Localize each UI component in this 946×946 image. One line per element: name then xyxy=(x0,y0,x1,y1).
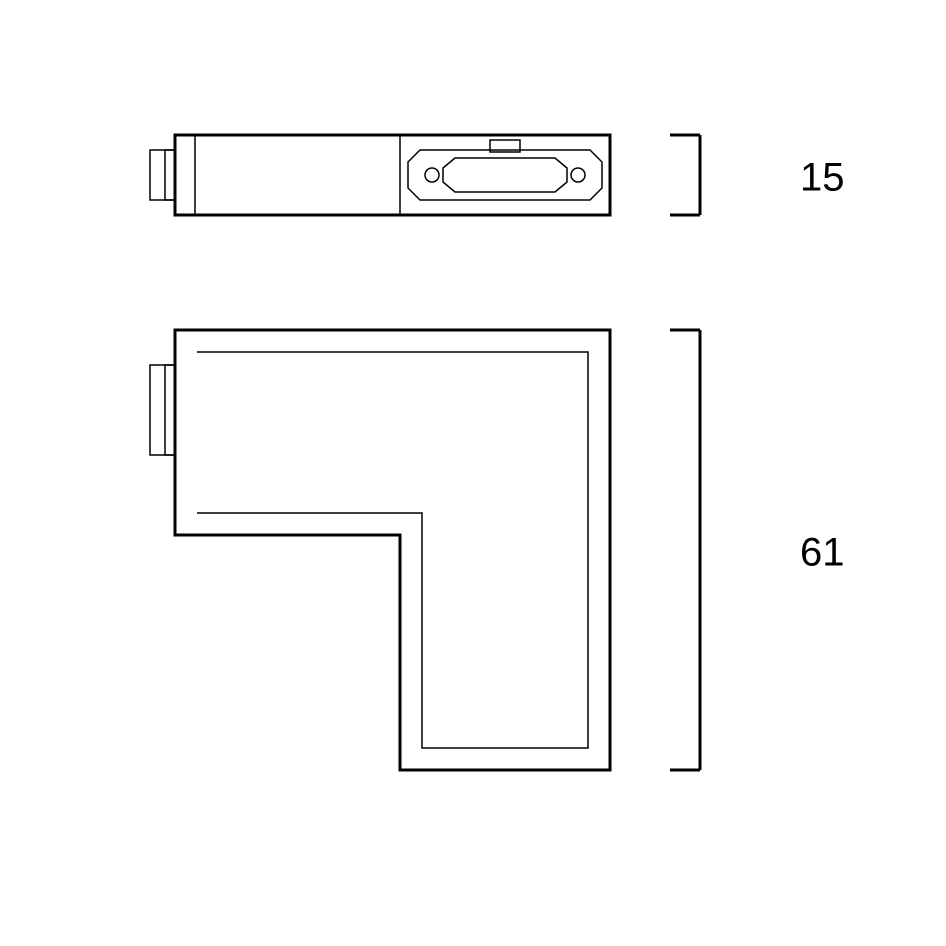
top-left-tab xyxy=(150,150,175,200)
technical-drawing: 15 61 xyxy=(0,0,946,946)
profile-inner xyxy=(197,352,588,748)
top-view xyxy=(150,135,610,215)
dimension-61: 61 xyxy=(670,330,845,770)
profile-outer xyxy=(175,330,610,770)
dimension-15: 15 xyxy=(670,135,845,215)
profile-left-tab xyxy=(150,365,175,455)
connector-hole-right xyxy=(571,168,585,182)
connector-hole-left xyxy=(425,168,439,182)
top-outer-rect xyxy=(175,135,610,215)
dim15-label: 15 xyxy=(800,156,845,200)
connector-plate-inner xyxy=(443,158,567,192)
profile-view xyxy=(150,330,610,770)
dim61-label: 61 xyxy=(800,531,845,575)
